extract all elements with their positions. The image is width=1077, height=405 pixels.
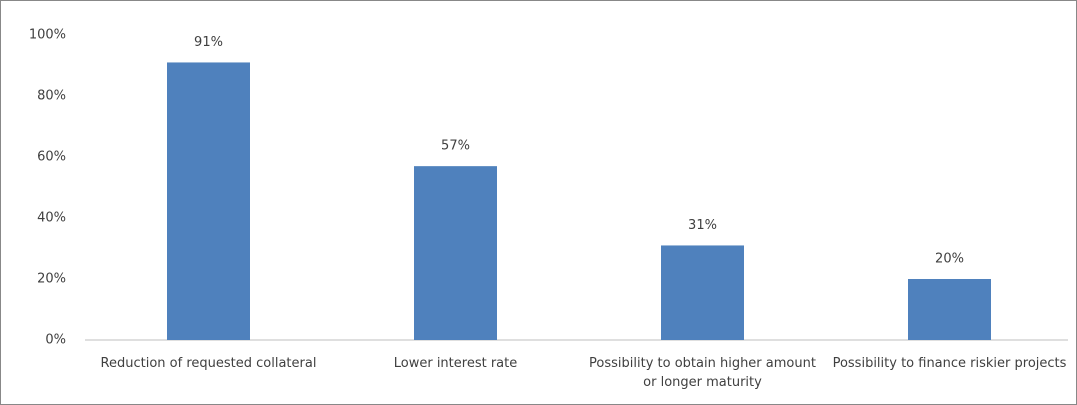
bar bbox=[661, 245, 744, 340]
y-tick-label: 80% bbox=[37, 89, 66, 104]
y-tick-label: 40% bbox=[37, 211, 66, 226]
y-tick-label: 100% bbox=[29, 28, 66, 43]
y-tick-label: 0% bbox=[45, 333, 66, 348]
value-label: 91% bbox=[194, 35, 223, 50]
x-tick-label: Lower interest rate bbox=[393, 356, 518, 371]
bar bbox=[414, 166, 497, 340]
bar bbox=[167, 62, 250, 340]
y-tick-label: 20% bbox=[37, 272, 66, 287]
x-tick-label: Possibility to obtain higher amount or l… bbox=[589, 356, 816, 390]
x-tick-label: Reduction of requested collateral bbox=[100, 356, 317, 371]
value-label: 20% bbox=[935, 252, 964, 267]
value-label: 31% bbox=[688, 218, 717, 233]
value-label: 57% bbox=[441, 139, 470, 154]
x-tick-label: Possibility to finance riskier projects bbox=[832, 356, 1067, 371]
y-tick-label: 60% bbox=[37, 150, 66, 165]
bar bbox=[908, 279, 991, 340]
